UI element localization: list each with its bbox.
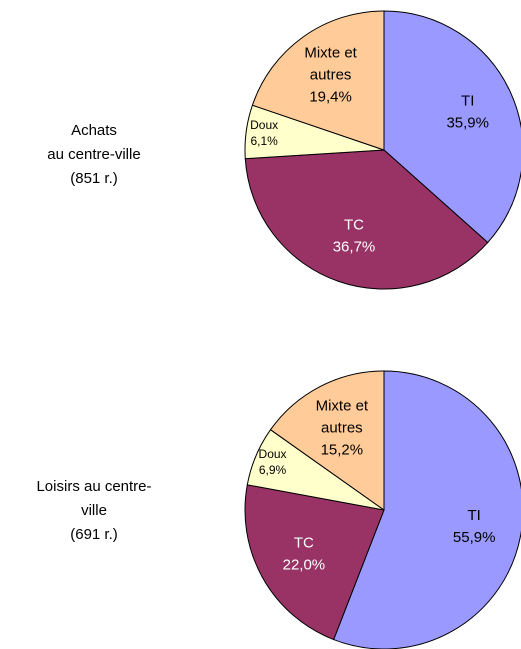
value-label: 15,2% bbox=[321, 441, 364, 458]
value-label: 55,9% bbox=[453, 529, 496, 546]
label-line: autres bbox=[321, 419, 363, 436]
slice-label: TI bbox=[461, 92, 474, 109]
slice-label: Mixte et autres bbox=[304, 44, 357, 83]
chart-title: Loisirs au centre- bbox=[36, 478, 151, 495]
slice-label: Mixte et autres bbox=[316, 397, 369, 436]
slice-label: TI bbox=[467, 507, 480, 524]
label-line: Mixte et bbox=[304, 44, 357, 61]
chart-title: (691 r.) bbox=[70, 526, 118, 543]
slice-label: Doux bbox=[250, 118, 278, 132]
chart-title: (851 r.) bbox=[70, 170, 118, 187]
value-label: 22,0% bbox=[283, 557, 326, 574]
value-label: 6,9% bbox=[259, 463, 287, 477]
slice-label: Doux bbox=[259, 447, 287, 461]
pie-slice bbox=[251, 10, 385, 151]
label-line: Mixte et bbox=[316, 397, 369, 414]
chart-title: ville bbox=[81, 502, 107, 519]
value-label: 36,7% bbox=[333, 239, 376, 256]
slice-label: TC bbox=[344, 217, 364, 234]
value-label: 6,1% bbox=[250, 134, 278, 148]
pie-slice bbox=[269, 370, 385, 511]
slice-label: TC bbox=[294, 535, 314, 552]
pie-slice bbox=[244, 149, 489, 290]
value-label: 19,4% bbox=[309, 88, 352, 105]
chart-title: Achats bbox=[71, 122, 117, 139]
chart-title: au centre-ville bbox=[47, 146, 140, 163]
pie-slice bbox=[383, 10, 521, 244]
value-label: 35,9% bbox=[446, 114, 489, 131]
label-line: autres bbox=[310, 66, 352, 83]
pie-slice bbox=[244, 484, 385, 641]
